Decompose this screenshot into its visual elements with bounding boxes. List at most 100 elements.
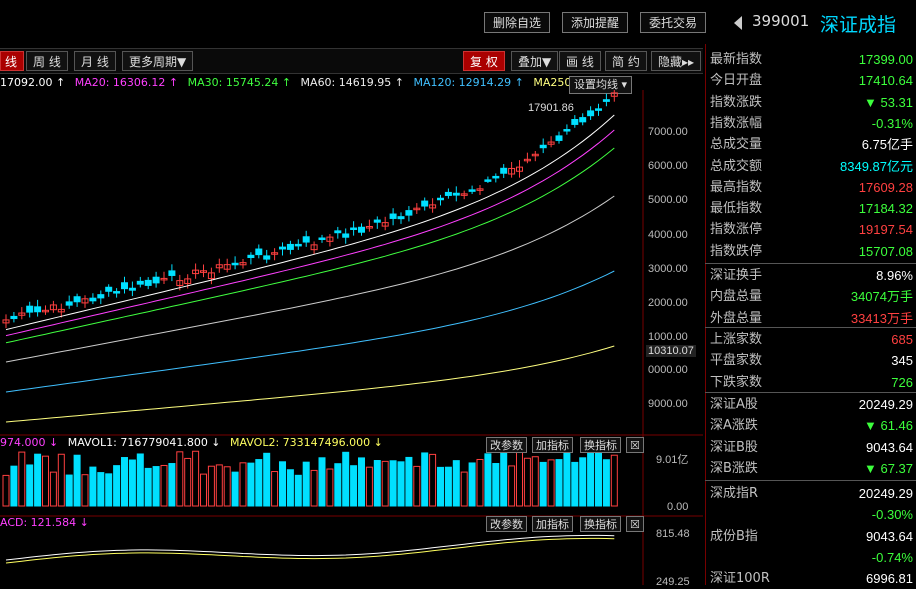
quote-key: 深A涨跌	[710, 418, 758, 434]
candle-body	[437, 197, 444, 201]
quote-row: 深B涨跌 ▼ 67.37	[710, 458, 913, 479]
hide-button[interactable]: 隐藏▸▸	[651, 51, 702, 71]
candle-body	[460, 193, 468, 196]
volume-bar	[350, 465, 358, 507]
quote-key: 指数跌停	[710, 243, 763, 259]
volume-bar	[523, 457, 531, 507]
volume-bar	[215, 464, 223, 507]
candle-body	[49, 304, 57, 311]
volume-bar	[247, 462, 255, 507]
volume-bar	[381, 460, 389, 507]
quote-value: ▼ 61.46	[863, 418, 913, 434]
candle-body	[152, 276, 160, 284]
volume-bar	[405, 456, 413, 507]
volume-bar	[444, 466, 452, 507]
quote-key: 平盘家数	[710, 353, 763, 369]
delete-watchlist-button[interactable]: 删除自选	[484, 12, 551, 33]
tab-more-periods[interactable]: 更多周期▼	[122, 51, 194, 71]
candle-body	[492, 175, 500, 179]
vol-add-indicator-button[interactable]: 加指标	[532, 437, 573, 453]
quote-key: 深B涨跌	[710, 460, 758, 476]
volume-bar	[255, 459, 263, 507]
trade-order-button[interactable]: 委托交易	[640, 12, 707, 33]
peak-label: 17901.86	[528, 102, 574, 114]
top-toolbar: 删除自选 添加提醒 委托交易 399001 深证成指	[0, 0, 916, 44]
candle-body	[26, 305, 34, 313]
candle-body	[602, 99, 610, 102]
volume-bar	[421, 452, 429, 507]
tab-daily[interactable]: 线	[0, 51, 24, 71]
quote-value: 8.96%	[876, 268, 913, 283]
candle-body	[421, 200, 429, 207]
macd-line	[5, 537, 615, 564]
quote-row: 指数跌停 15707.08	[710, 241, 913, 262]
adjust-button[interactable]: 复 权	[463, 51, 505, 71]
quote-value: 33413万手	[850, 310, 913, 326]
volume-bar	[231, 471, 239, 507]
draw-line-button[interactable]: 画 线	[559, 51, 601, 71]
candle-body	[318, 237, 326, 240]
quote-separator	[705, 263, 916, 264]
volume-bar	[294, 474, 302, 507]
volume-bar	[184, 457, 192, 507]
volume-bar	[389, 460, 397, 507]
vol-switch-indicator-button[interactable]: 换指标	[580, 437, 621, 453]
volume-bar	[263, 452, 271, 507]
back-arrow-icon[interactable]	[734, 16, 742, 30]
volume-bar	[105, 473, 113, 507]
candle-body	[342, 233, 350, 238]
candle-body	[168, 270, 176, 276]
vol-close-icon[interactable]: ☒	[626, 437, 644, 453]
candle-body	[373, 219, 381, 223]
quote-key: 成份B指	[710, 528, 758, 544]
candle-body	[200, 270, 207, 273]
vol-axis-bottom: 0.00	[667, 501, 689, 513]
quote-row: 外盘总量 33413万手	[710, 308, 913, 329]
candle-body	[176, 280, 184, 286]
candle-body	[579, 117, 587, 123]
macd-add-indicator-button[interactable]: 加指标	[532, 516, 573, 532]
volume-bar	[113, 465, 121, 507]
candle-body	[2, 319, 10, 324]
volume-bar	[358, 457, 365, 507]
volume-bar	[121, 457, 128, 507]
volume-bar	[73, 454, 81, 507]
candle-body	[523, 158, 531, 162]
simple-button[interactable]: 简 约	[605, 51, 647, 71]
tab-weekly[interactable]: 周 线	[26, 51, 68, 71]
volume-bar	[176, 451, 184, 507]
volume-bar	[492, 463, 500, 507]
candle-body	[350, 227, 358, 230]
macd-params-button[interactable]: 改参数	[486, 516, 527, 532]
candle-body	[587, 110, 595, 117]
candle-body	[563, 129, 571, 132]
quote-row: -0.74%	[710, 547, 913, 568]
macd-close-icon[interactable]: ☒	[626, 516, 644, 532]
macd-axis-top: 815.48	[656, 528, 690, 540]
candle-body	[215, 264, 223, 269]
quote-key: 总成交额	[710, 158, 763, 174]
overlay-button[interactable]: 叠加▼	[511, 51, 559, 71]
ma-settings-button[interactable]: 设置均线 ▾	[569, 76, 633, 94]
macd-switch-indicator-button[interactable]: 换指标	[580, 516, 621, 532]
candle-body	[231, 262, 239, 266]
candle-body	[444, 191, 452, 196]
candle-body	[113, 291, 121, 294]
volume-legend: 974.000 ↓ MAVOL1: 716779041.800 ↓ MAVOL2…	[0, 436, 383, 452]
price-tick: 4000.00	[648, 229, 688, 241]
candle-body	[381, 222, 389, 227]
volume-bar	[26, 464, 34, 507]
macd-line	[5, 534, 615, 561]
volume-bar	[595, 448, 602, 507]
quote-key: 指数涨停	[710, 222, 763, 238]
vol-params-button[interactable]: 改参数	[486, 437, 527, 453]
quote-row: 平盘家数 345	[710, 350, 913, 371]
macd-value: ACD: 121.584 ↓	[0, 516, 89, 529]
volume-bar	[310, 469, 318, 507]
tab-monthly[interactable]: 月 线	[74, 51, 116, 71]
quote-value: 6.75亿手	[861, 137, 913, 153]
kline-chart[interactable]	[0, 90, 703, 585]
mavol2-value: MAVOL2: 733147496.000 ↓	[230, 436, 383, 449]
add-alert-button[interactable]: 添加提醒	[562, 12, 629, 33]
candle-body	[34, 306, 42, 313]
